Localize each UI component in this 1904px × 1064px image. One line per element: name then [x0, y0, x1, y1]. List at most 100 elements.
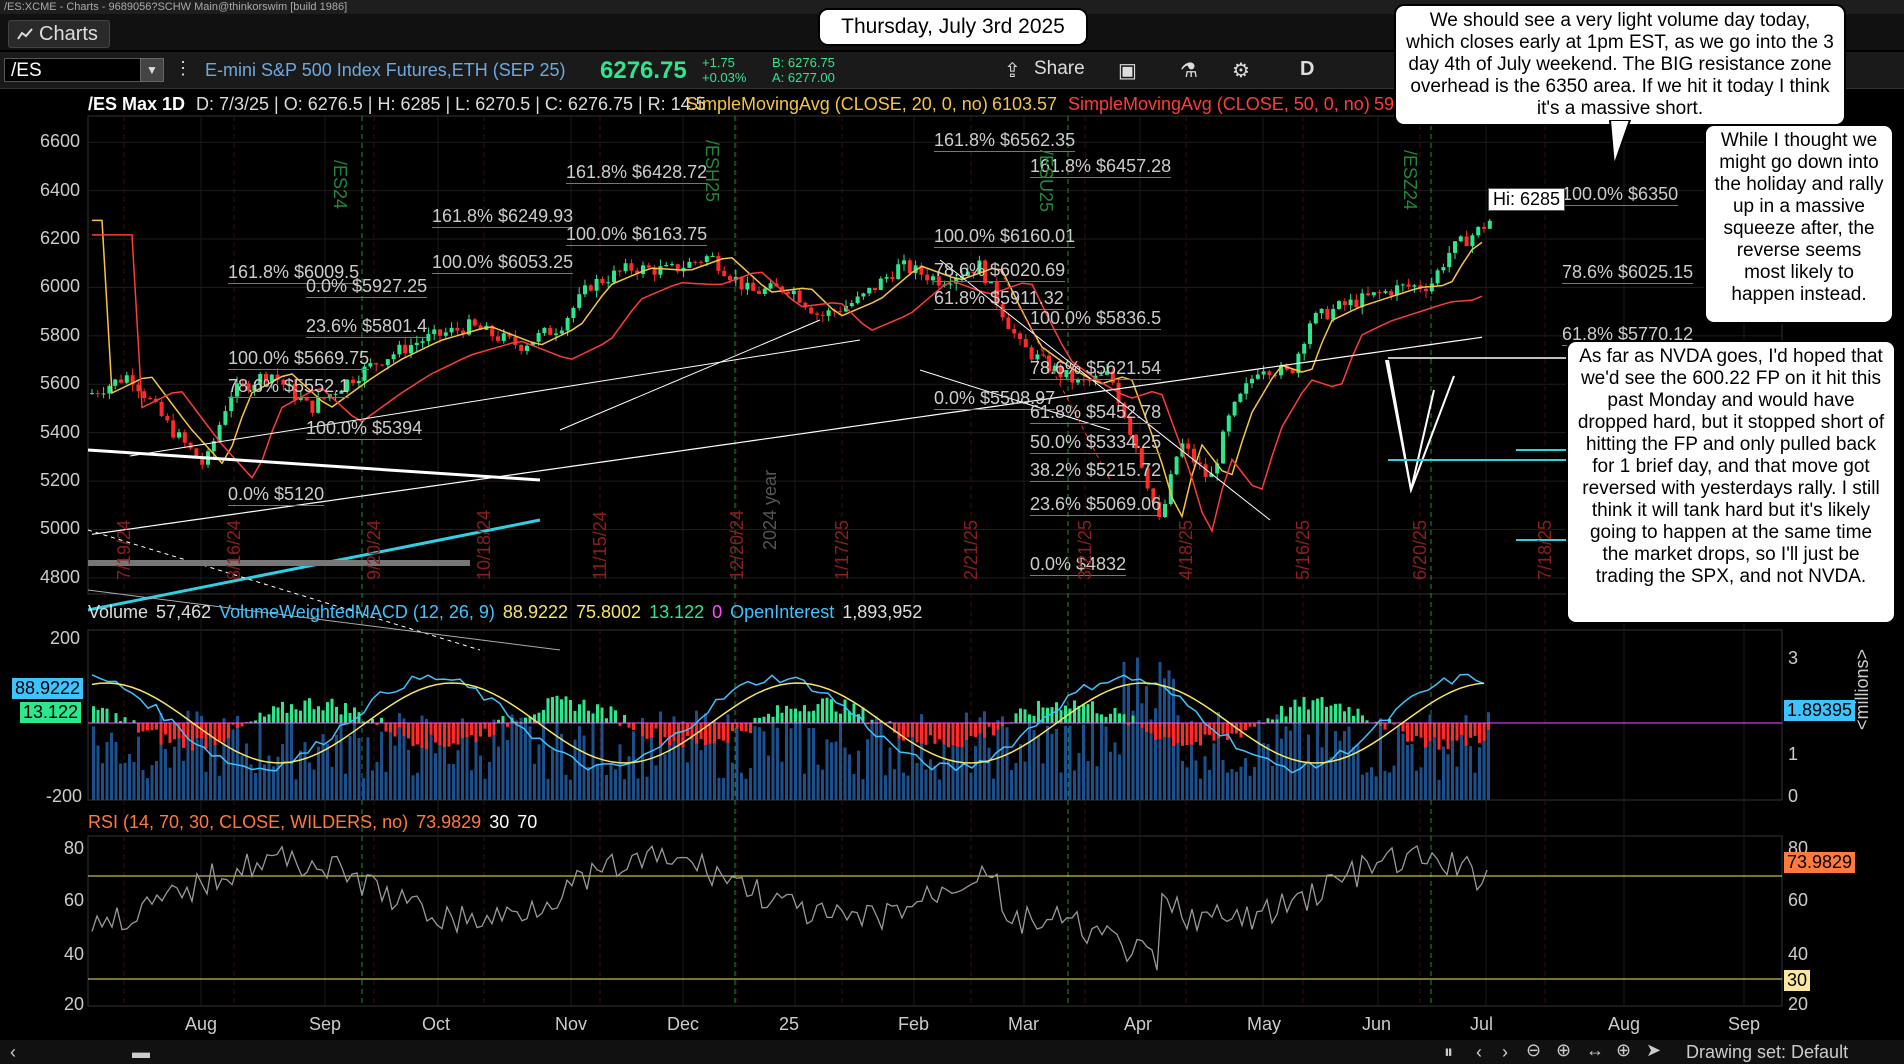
macd-histogram-bar: [933, 723, 937, 744]
macd-histogram-bar: [389, 723, 392, 733]
price-tick: 6000: [40, 276, 81, 297]
macd-histogram-bar: [560, 699, 563, 723]
share-icon[interactable]: ⇪: [1004, 60, 1021, 82]
macd-histogram-bar: [497, 719, 500, 723]
volume-bar: [672, 716, 676, 800]
pause-icon[interactable]: ⏸: [1444, 1042, 1453, 1062]
volume-bar: [699, 750, 703, 800]
volume-bar: [1356, 744, 1360, 800]
volume-bar: [191, 746, 194, 800]
macd-histogram-bar: [731, 723, 734, 732]
macd-histogram-bar: [123, 717, 127, 723]
volume-bar: [344, 773, 347, 800]
volume-bar: [510, 714, 514, 800]
volume-bar: [569, 779, 572, 800]
macd-histogram-bar: [456, 723, 460, 745]
macd-histogram-bar: [420, 723, 424, 749]
macd-histogram-bar: [555, 695, 559, 723]
zoom-in-icon[interactable]: ⊕: [1556, 1040, 1572, 1060]
macd-histogram-bar: [1469, 723, 1472, 738]
macd-histogram-bar: [992, 723, 995, 736]
volume-bar: [686, 762, 689, 800]
macd-histogram-bar: [1271, 719, 1274, 723]
zoom-out-icon[interactable]: ⊖: [1526, 1040, 1542, 1060]
macd-histogram-bar: [1172, 723, 1175, 747]
macd-histogram-bar: [501, 716, 505, 723]
month-tick: Aug: [1608, 1014, 1641, 1034]
macd-histogram-bar: [573, 710, 577, 723]
macd-histogram-bar: [465, 723, 469, 738]
symbol-dropdown-button[interactable]: ▼: [140, 58, 164, 82]
macd-histogram-bar: [1343, 711, 1346, 723]
macd-histogram-bar: [303, 700, 307, 723]
macd-histogram-bar: [290, 704, 293, 723]
studies-icon[interactable]: ▣: [1118, 60, 1137, 82]
month-tick: 25: [779, 1014, 800, 1034]
macd-histogram-bar: [1037, 700, 1040, 723]
overlay-line: [92, 219, 1483, 519]
macd-histogram-bar: [254, 720, 257, 723]
scroll-handle[interactable]: ▬: [132, 1042, 150, 1062]
scroll-left-icon[interactable]: ‹: [10, 1042, 16, 1062]
volume-bar: [960, 740, 964, 800]
lower-header-item: VolumeWeightedMACD (12, 26, 9): [219, 602, 495, 622]
fib-label: 100.0% $6160.01: [934, 226, 1076, 248]
lower-header-item: Volume: [88, 602, 149, 622]
macd-histogram-bar: [578, 704, 581, 723]
volume-bar: [1145, 686, 1148, 800]
volume-bar: [1307, 734, 1310, 800]
volume-bar: [645, 776, 649, 800]
share-button[interactable]: Share: [1034, 58, 1085, 79]
flask-icon[interactable]: ⚗: [1180, 60, 1198, 82]
macd-histogram-bar: [1077, 705, 1081, 723]
volume-bar: [1064, 725, 1067, 800]
macd-histogram-bar: [1226, 723, 1229, 741]
macd-histogram-bar: [722, 723, 725, 741]
macd-histogram-bar: [1023, 709, 1027, 723]
volume-bar: [1347, 726, 1351, 800]
macd-histogram-bar: [623, 715, 626, 723]
volume-bar: [1140, 703, 1144, 800]
scroll-left-small[interactable]: ‹: [1476, 1042, 1482, 1062]
volume-bar: [902, 772, 905, 800]
month-tick: Sep: [1728, 1014, 1761, 1034]
volume-bar: [866, 739, 869, 800]
sma50-label: SimpleMovingAvg (CLOSE, 50, 0, no): [1068, 94, 1370, 114]
volume-bar: [942, 732, 946, 800]
macd-histogram-bar: [987, 723, 991, 727]
macd-histogram-bar: [735, 723, 739, 729]
lower-panels: [88, 657, 1782, 980]
macd-histogram-bar: [834, 711, 838, 723]
macd-histogram-bar: [1383, 723, 1387, 730]
volume-bar: [803, 773, 806, 800]
volume-bar: [1230, 768, 1234, 800]
link-icon[interactable]: ⋮: [174, 58, 192, 78]
macd-tick: 200: [50, 628, 81, 648]
chart-area[interactable]: /ES Max 1D D: 7/3/25 | O: 6276.5 | H: 62…: [0, 90, 1904, 1050]
macd-histogram-bar: [677, 723, 680, 746]
volume-bar: [690, 738, 694, 800]
period-selector[interactable]: D: [1300, 58, 1315, 80]
drawing-set[interactable]: Drawing set: Default: [1686, 1042, 1849, 1062]
pan-icon[interactable]: ↔: [1586, 1040, 1604, 1060]
scroll-right-small[interactable]: ›: [1502, 1042, 1508, 1062]
macd-histogram-bar: [1280, 705, 1283, 723]
macd-histogram-bar: [1073, 700, 1076, 723]
cursor-icon[interactable]: ➤: [1646, 1040, 1662, 1060]
tab-charts[interactable]: Charts: [8, 20, 110, 48]
vol-unit: <millions>: [1852, 648, 1872, 730]
volume-bar: [1325, 713, 1328, 800]
bid-ask: B: 6276.75 A: 6277.00: [772, 55, 835, 85]
macd-histogram-bar: [1212, 723, 1216, 741]
crosshair-icon[interactable]: ⊕: [1616, 1040, 1632, 1060]
macd-histogram-bar: [776, 705, 779, 723]
macd-histogram-bar: [1307, 709, 1310, 723]
volume-bar: [105, 741, 109, 800]
macd-histogram-bar: [1199, 723, 1202, 746]
volume-bar: [227, 732, 230, 800]
gear-icon[interactable]: ⚙: [1232, 60, 1250, 82]
macd-histogram-bar: [132, 720, 136, 723]
month-tick: Mar: [1008, 1014, 1039, 1034]
volume-bar: [1451, 739, 1454, 800]
symbol-input[interactable]: /ES: [4, 58, 164, 82]
